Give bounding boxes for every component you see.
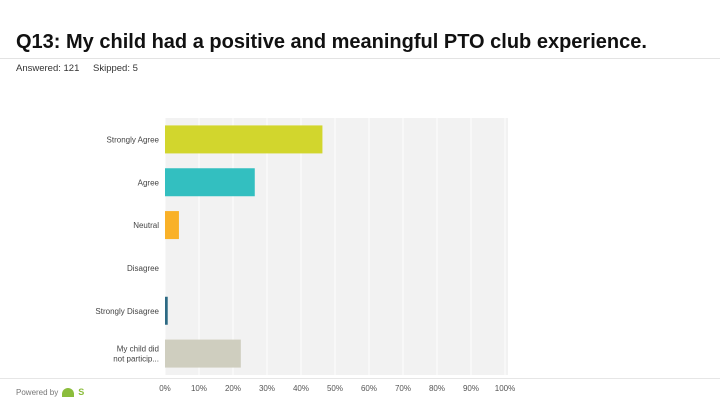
skipped-count: Skipped: 5 [93, 63, 138, 74]
x-tick-label: 80% [429, 384, 445, 393]
footer-divider [0, 378, 720, 379]
category-label: Strongly Agree [107, 135, 160, 144]
x-tick-label: 10% [191, 384, 207, 393]
powered-by-label: Powered by [16, 387, 59, 397]
answered-count: Answered: 121 [16, 63, 80, 74]
x-tick-label: 70% [395, 384, 411, 393]
x-tick-label: 0% [159, 384, 171, 393]
category-label: Neutral [133, 221, 159, 230]
bar [165, 125, 323, 154]
x-tick-label: 100% [495, 384, 515, 393]
page-title: Q13: My child had a positive and meaning… [16, 31, 647, 53]
plot-background [165, 118, 508, 375]
category-label: My child did [117, 345, 159, 354]
title-divider [0, 58, 720, 59]
category-label: Disagree [127, 264, 160, 273]
bar [165, 168, 255, 197]
x-tick-label: 60% [361, 384, 377, 393]
x-tick-label: 30% [259, 384, 275, 393]
category-label: not particip... [113, 355, 159, 364]
survey-logo-icon [62, 387, 75, 397]
x-tick-label: 40% [293, 384, 309, 393]
logo-text: S [78, 387, 85, 397]
bar [165, 211, 179, 240]
x-tick-label: 90% [463, 384, 479, 393]
category-label: Agree [138, 178, 160, 187]
bar [165, 296, 168, 325]
x-tick-label: 50% [327, 384, 343, 393]
x-tick-label: 20% [225, 384, 241, 393]
bar [165, 339, 241, 368]
category-label: Strongly Disagree [95, 307, 159, 316]
footer: Powered by S [16, 387, 84, 397]
